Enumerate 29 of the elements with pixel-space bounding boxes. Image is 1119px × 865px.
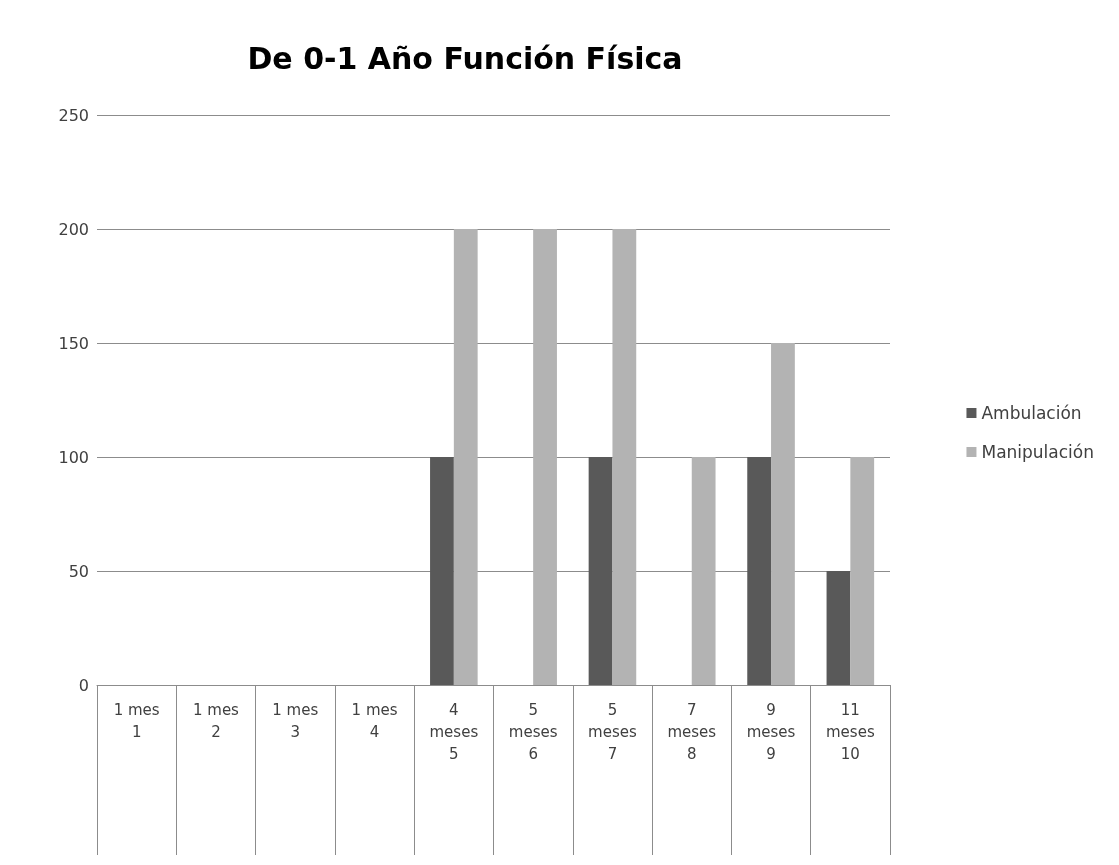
bar	[453, 229, 478, 685]
y-tick-label: 200	[58, 219, 89, 239]
x-tick-label: 1 mes 4	[351, 701, 398, 741]
y-tick-label: 50	[68, 561, 89, 581]
x-tick-label: 7 meses 8	[667, 701, 717, 763]
bar	[826, 571, 851, 685]
bar	[533, 229, 557, 685]
bar	[612, 229, 637, 685]
x-tick-label: 4 meses 5	[429, 701, 479, 763]
legend-label: Ambulación	[981, 403, 1082, 423]
bar	[691, 457, 716, 685]
x-tick-label: 1 mes 1	[113, 701, 160, 741]
x-tick-label: 1 mes 3	[272, 701, 319, 741]
bar	[747, 457, 772, 685]
legend-label: Manipulación	[981, 442, 1095, 462]
y-tick-label: 0	[78, 675, 89, 695]
y-tick-label: 100	[58, 447, 89, 467]
bar	[771, 343, 795, 685]
x-tick-label: 11 meses 10	[826, 701, 875, 763]
x-tick-label: 1 mes 2	[192, 701, 240, 741]
x-tick-label: 5 meses 7	[588, 701, 637, 763]
x-tick-label: 9 meses 9	[746, 701, 796, 763]
x-tick-label: 5 meses 6	[508, 701, 558, 763]
bar	[430, 457, 454, 685]
chart-title: De 0-1 Año Función Física	[247, 40, 683, 76]
y-tick-label: 250	[58, 105, 89, 125]
bar	[588, 457, 613, 685]
y-tick-label: 150	[58, 333, 89, 353]
bar	[850, 457, 875, 685]
